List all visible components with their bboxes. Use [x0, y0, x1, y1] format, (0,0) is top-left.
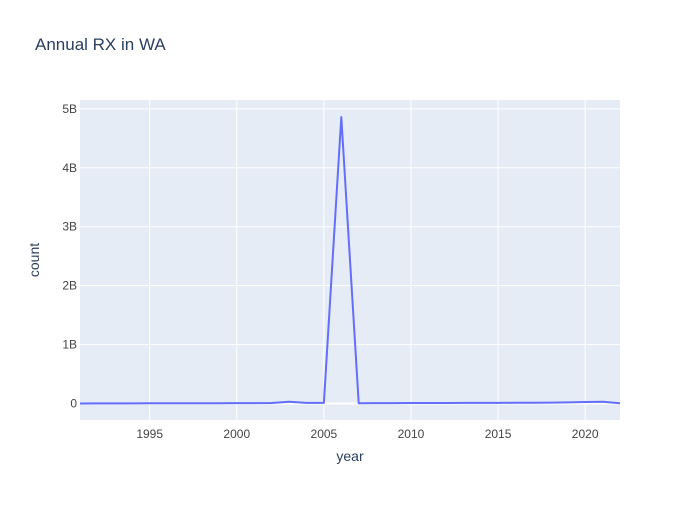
y-tick-label: 2B [62, 279, 77, 293]
y-axis-ticks: 0 1B 2B 3B 4B 5B [62, 102, 77, 411]
x-tick-label: 2010 [398, 427, 425, 441]
y-tick-label: 1B [62, 338, 77, 352]
y-tick-label: 5B [62, 102, 77, 116]
x-axis-ticks: 1995 2000 2005 2010 2015 2020 [136, 427, 599, 441]
x-tick-label: 2000 [223, 427, 250, 441]
y-tick-label: 0 [70, 396, 77, 410]
x-tick-label: 2020 [572, 427, 599, 441]
x-tick-label: 1995 [136, 427, 163, 441]
y-tick-label: 3B [62, 220, 77, 234]
x-axis-label: year [336, 448, 364, 464]
x-tick-label: 2005 [311, 427, 338, 441]
y-tick-label: 4B [62, 161, 77, 175]
x-tick-label: 2015 [485, 427, 512, 441]
series-line [79, 116, 621, 405]
y-axis-label: count [26, 243, 42, 277]
series-layer [79, 116, 621, 405]
chart-title: Annual RX in WA [35, 35, 166, 54]
